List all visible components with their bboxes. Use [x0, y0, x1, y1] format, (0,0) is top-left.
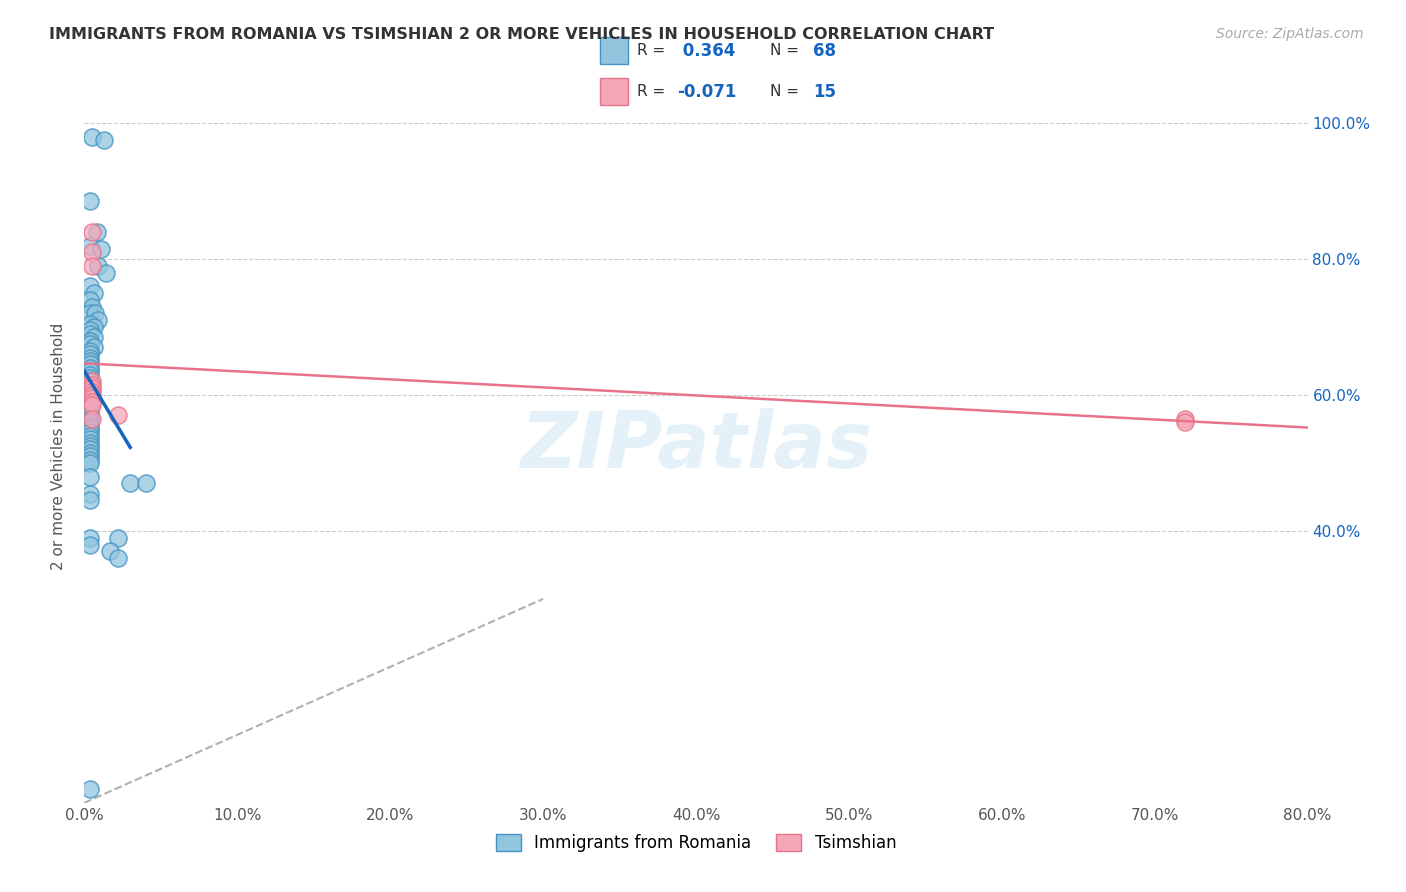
Point: [79, 337, 101, 351]
Text: Source: ZipAtlas.com: Source: ZipAtlas.com: [1216, 27, 1364, 41]
Point: [79, 446, 101, 460]
Point: [79, 412, 101, 426]
Point: [79, 306, 101, 320]
Point: [79, 409, 101, 423]
Point: [79, 364, 101, 378]
Text: 0.364: 0.364: [678, 42, 735, 60]
Point: [90, 242, 112, 256]
Point: [83, 341, 105, 355]
Text: 68: 68: [813, 42, 837, 60]
Point: [80, 245, 103, 260]
Point: [79, 375, 101, 389]
Point: [80, 225, 103, 239]
Point: [79, 358, 101, 372]
Point: [94, 266, 117, 280]
Point: [79, 334, 101, 348]
Point: [79, 381, 101, 395]
Point: [80, 375, 103, 389]
Point: [135, 476, 157, 491]
Point: [79, 323, 101, 337]
Point: [79, 493, 101, 508]
Point: [98, 544, 121, 558]
Point: [80, 384, 103, 399]
Point: [107, 409, 129, 423]
Point: [79, 279, 101, 293]
Point: [79, 425, 101, 440]
Text: 15: 15: [813, 83, 837, 101]
Point: [80, 381, 103, 395]
Point: [79, 351, 101, 365]
Point: [107, 551, 129, 566]
Point: [79, 388, 101, 402]
Point: [79, 194, 101, 209]
Legend: Immigrants from Romania, Tsimshian: Immigrants from Romania, Tsimshian: [489, 827, 903, 859]
Point: [93, 133, 115, 147]
Point: [79, 432, 101, 446]
Point: [79, 415, 101, 429]
Point: [120, 476, 142, 491]
Point: [79, 384, 101, 399]
FancyBboxPatch shape: [600, 37, 627, 64]
Point: [79, 377, 101, 392]
Point: [83, 320, 105, 334]
Point: [79, 486, 101, 500]
Point: [79, 537, 101, 551]
Point: [79, 293, 101, 307]
Text: -0.071: -0.071: [678, 83, 737, 101]
Point: [79, 439, 101, 453]
Text: IMMIGRANTS FROM ROMANIA VS TSIMSHIAN 2 OR MORE VEHICLES IN HOUSEHOLD CORRELATION: IMMIGRANTS FROM ROMANIA VS TSIMSHIAN 2 O…: [49, 27, 994, 42]
Point: [79, 394, 101, 409]
Point: [86, 225, 108, 239]
Point: [107, 531, 129, 545]
Point: [79, 238, 101, 252]
Point: [1174, 415, 1197, 429]
Point: [79, 343, 101, 358]
Point: [79, 405, 101, 419]
Point: [83, 330, 105, 344]
Point: [84, 306, 107, 320]
Point: [79, 401, 101, 416]
Point: [79, 782, 101, 797]
Point: [80, 392, 103, 406]
Point: [80, 259, 103, 273]
Point: [79, 398, 101, 412]
Point: [79, 442, 101, 457]
Point: [79, 456, 101, 470]
Point: [79, 317, 101, 331]
Point: [80, 377, 103, 392]
Point: [79, 418, 101, 433]
Point: [79, 347, 101, 361]
Point: [79, 429, 101, 443]
Point: [80, 388, 103, 402]
Point: [79, 531, 101, 545]
Text: R =: R =: [637, 85, 671, 99]
Point: [1174, 412, 1197, 426]
Point: [79, 449, 101, 463]
Point: [80, 129, 103, 144]
Text: ZIPatlas: ZIPatlas: [520, 408, 872, 484]
Point: [79, 360, 101, 375]
Point: [79, 326, 101, 341]
Text: N =: N =: [770, 85, 804, 99]
Point: [79, 371, 101, 385]
Point: [79, 422, 101, 436]
Point: [80, 394, 103, 409]
Y-axis label: 2 or more Vehicles in Household: 2 or more Vehicles in Household: [51, 322, 66, 570]
Point: [87, 313, 110, 327]
Point: [79, 368, 101, 382]
Point: [80, 300, 103, 314]
Point: [79, 354, 101, 368]
FancyBboxPatch shape: [600, 78, 627, 105]
Point: [79, 435, 101, 450]
Point: [80, 412, 103, 426]
Text: N =: N =: [770, 44, 804, 58]
Point: [79, 469, 101, 483]
Point: [83, 286, 105, 301]
Point: [79, 392, 101, 406]
Point: [87, 259, 110, 273]
Point: [79, 452, 101, 467]
Text: R =: R =: [637, 44, 671, 58]
Point: [80, 398, 103, 412]
